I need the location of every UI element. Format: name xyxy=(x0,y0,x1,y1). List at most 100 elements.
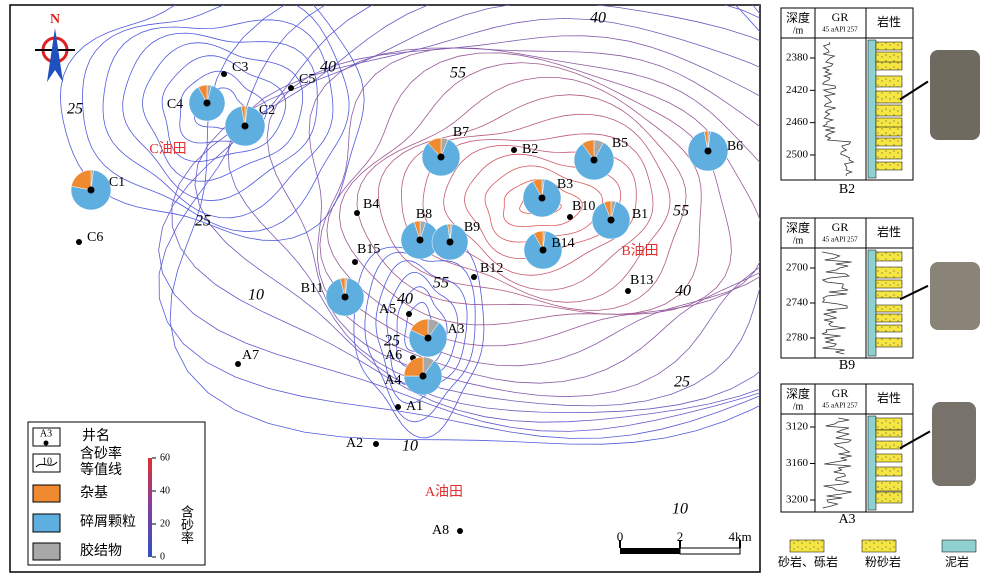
figure: N A3 井名 10 含砂率 等值线 杂基 碎屑颗粒 胶结物 含砂率 C油田B油… xyxy=(0,0,982,574)
core-photo xyxy=(932,402,976,486)
legend-matrix: 杂基 xyxy=(80,484,108,501)
well-label: B8 xyxy=(416,207,432,222)
well-label: A1 xyxy=(406,399,423,414)
well-dot xyxy=(221,71,227,77)
field-label: A油田 xyxy=(425,484,463,500)
lith-bed xyxy=(876,280,902,288)
contour-label: 25 xyxy=(67,101,83,118)
log-header: 岩性 xyxy=(877,224,901,239)
well-label: C6 xyxy=(87,230,103,245)
well-dot xyxy=(288,85,294,91)
log-header: /m xyxy=(793,401,804,412)
well-label: B15 xyxy=(357,242,380,257)
lith-bed xyxy=(876,118,902,128)
log-header: 深度 xyxy=(786,386,810,401)
well-label: C2 xyxy=(259,103,275,118)
legend-well: 井名 xyxy=(82,428,110,444)
contour-label: 10 xyxy=(248,287,264,304)
lith-bed xyxy=(876,162,902,170)
mud-column xyxy=(868,416,876,510)
lith-bed xyxy=(876,42,902,50)
well-label: B12 xyxy=(480,261,503,276)
lith-bed xyxy=(876,418,902,430)
contour-label: 55 xyxy=(450,65,466,82)
log-header: /m xyxy=(793,25,804,36)
colorbar-label: 含砂率 xyxy=(179,504,194,544)
well-label: C1 xyxy=(109,175,125,190)
colorbar-tick-label: 0 xyxy=(160,551,165,562)
well-dot xyxy=(88,187,95,194)
contour-label: 40 xyxy=(397,291,413,308)
lith-bed xyxy=(876,454,902,462)
lith-bed xyxy=(876,305,902,312)
well-label: A2 xyxy=(346,436,363,451)
log-header: 深度 xyxy=(786,10,810,25)
lith-bed xyxy=(876,467,902,476)
log-well: B9 xyxy=(839,358,855,373)
well-label: B7 xyxy=(453,125,469,140)
lith-swatch xyxy=(942,540,976,552)
depth-label: 3200 xyxy=(786,494,809,506)
lith-swatch xyxy=(790,540,824,552)
mud-column xyxy=(868,250,876,356)
contour-label: 25 xyxy=(384,333,400,350)
field-label: B油田 xyxy=(621,243,658,259)
legend-contour: 等值线 xyxy=(80,461,122,478)
well-dot xyxy=(420,373,427,380)
core-photo xyxy=(930,262,980,330)
well-dot xyxy=(352,259,358,265)
well-dot xyxy=(705,148,712,155)
well-dot xyxy=(76,239,82,245)
well-dot xyxy=(406,311,412,317)
log-header: GR xyxy=(832,220,849,234)
colorbar-tick-label: 40 xyxy=(160,485,170,496)
log-header: 岩性 xyxy=(877,390,901,405)
contour-label: 40 xyxy=(675,283,691,300)
log-header: GR xyxy=(832,386,849,400)
well-dot xyxy=(540,247,547,254)
log-header: 深度 xyxy=(786,220,810,235)
lith-bed xyxy=(876,52,902,63)
well-dot xyxy=(539,195,546,202)
lith-bed xyxy=(876,127,902,136)
depth-label: 2740 xyxy=(786,297,809,309)
lith-bed xyxy=(876,338,902,347)
depth-label: 3120 xyxy=(786,421,809,433)
depth-label: 2420 xyxy=(786,84,809,96)
well-dot xyxy=(625,288,631,294)
well-label: A7 xyxy=(242,348,259,363)
lith-bed xyxy=(876,267,902,278)
well-dot xyxy=(342,294,349,301)
lith-bed xyxy=(876,314,902,322)
legend-clastic: 碎屑颗粒 xyxy=(80,514,136,530)
well-dot xyxy=(417,237,424,244)
lith-swatch xyxy=(862,540,896,552)
legend-cement: 胶结物 xyxy=(80,542,122,559)
well-dot xyxy=(567,214,573,220)
scale-tick-label: 4km xyxy=(728,529,751,544)
lith-bed xyxy=(876,325,902,332)
well-label: C3 xyxy=(232,60,248,75)
contour-label: 10 xyxy=(672,501,688,518)
log-header: 45 aAPI 257 xyxy=(822,402,858,410)
well-label: B5 xyxy=(612,136,628,151)
well-dot xyxy=(608,217,615,224)
log-well: B2 xyxy=(839,182,855,197)
well-label: B2 xyxy=(522,142,538,157)
scale-bar xyxy=(680,548,740,554)
contour-label: 55 xyxy=(673,203,689,220)
field-label: C油田 xyxy=(149,141,186,157)
well-dot xyxy=(425,335,432,342)
scale-tick-label: 2 xyxy=(677,529,684,544)
lith-bed xyxy=(876,62,902,70)
contour-label: 10 xyxy=(402,438,418,455)
lith-bed xyxy=(876,430,902,437)
legend-contour: 含砂率 xyxy=(80,445,122,462)
depth-label: 2380 xyxy=(786,52,809,64)
lith-bed xyxy=(876,76,902,87)
lith-legend-label: 粉砂岩 xyxy=(865,554,901,569)
well-label: A6 xyxy=(385,348,402,363)
well-dot xyxy=(395,404,401,410)
log-header: 45 aAPI 257 xyxy=(822,26,858,34)
log-well: A3 xyxy=(838,512,855,527)
